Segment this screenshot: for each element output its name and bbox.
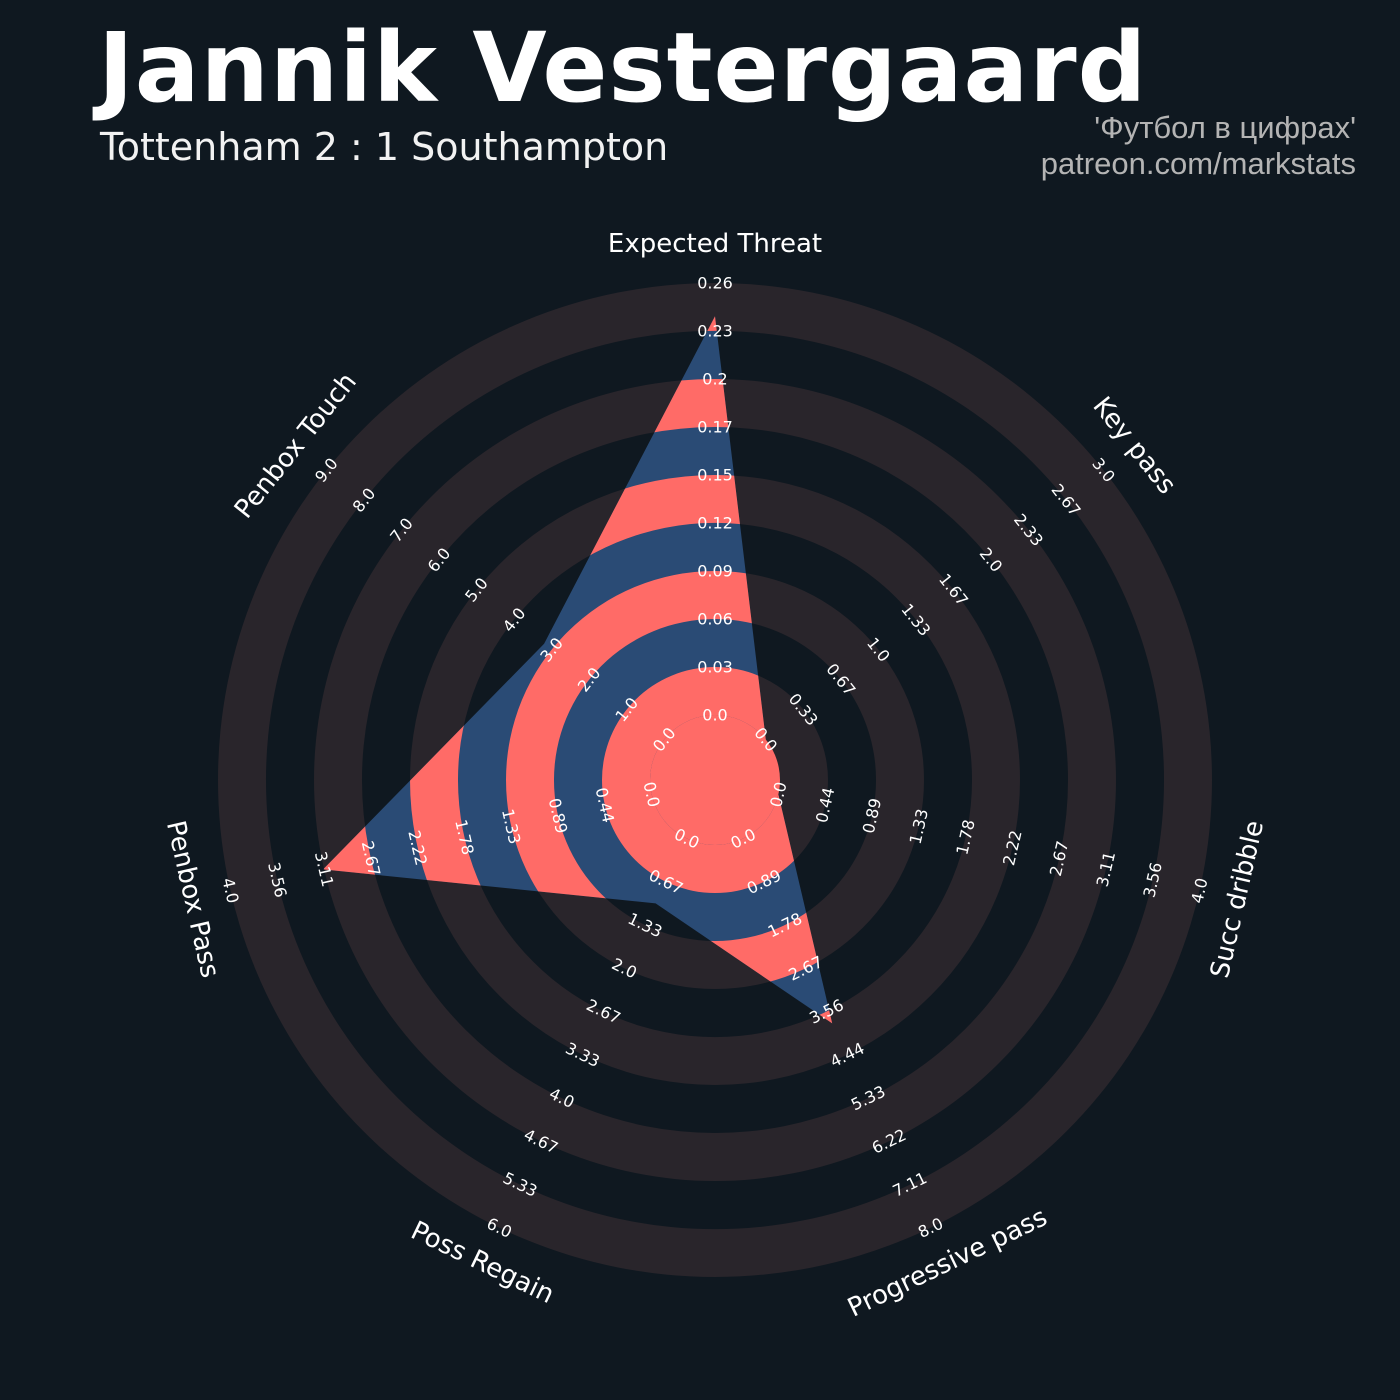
tick-label: 0.26 [697, 274, 733, 293]
match-subtitle: Tottenham 2 : 1 Southampton [100, 125, 669, 169]
tick-label: 0.0 [702, 706, 727, 725]
credit-url: patreon.com/markstats [1040, 146, 1356, 181]
tick-label: 0.06 [697, 610, 733, 629]
tick-label: 0.12 [697, 514, 733, 533]
tick-label: 0.03 [697, 658, 733, 677]
tick-label: 0.2 [702, 370, 727, 389]
radar-tick-labels: 0.00.030.060.090.120.150.170.20.230.260.… [218, 274, 1211, 1242]
credit-text: 'Футбол в цифрах' [1094, 110, 1356, 145]
axis-label: Penbox Pass [160, 818, 225, 981]
tick-label: 0.09 [697, 562, 733, 581]
chart-title: Jannik Vestergaard [98, 12, 1148, 124]
tick-label: 0.15 [697, 466, 733, 485]
tick-label: 0.23 [697, 322, 733, 341]
axis-label: Succ dribble [1205, 818, 1270, 981]
radar-center-disc [650, 715, 780, 845]
tick-label: 0.17 [697, 418, 733, 437]
radar-value-area [323, 316, 833, 1024]
axis-label: Expected Threat [608, 229, 822, 259]
